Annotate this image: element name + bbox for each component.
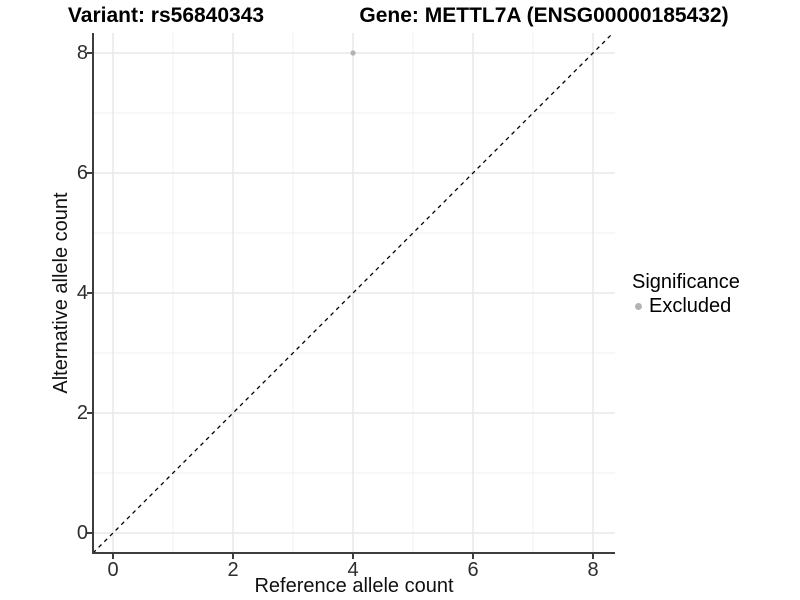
x-tick-label: 4: [347, 559, 359, 581]
x-tick-label: 2: [227, 559, 239, 581]
x-tick-label: 8: [587, 559, 599, 581]
y-tick-label: 6: [76, 162, 88, 184]
y-tick-label: 2: [76, 402, 88, 424]
legend: Significance Excluded: [632, 270, 740, 318]
identity-dashed-line: [92, 32, 614, 554]
data-point: [350, 50, 356, 56]
y-axis-title: Alternative allele count: [50, 192, 72, 394]
x-axis-title: Reference allele count: [254, 575, 454, 597]
legend-item-label: Excluded: [649, 295, 732, 317]
x-tick-label: 0: [107, 559, 119, 581]
legend-item-excluded: Excluded: [632, 294, 740, 318]
x-tick-label: 6: [467, 559, 479, 581]
y-tick-label: 8: [76, 42, 88, 64]
y-tick-label: 0: [76, 522, 88, 544]
legend-title: Significance: [632, 271, 740, 293]
gene-title: Gene: METTL7A (ENSG00000185432): [359, 4, 729, 27]
excluded-point-icon: [635, 302, 642, 310]
variant-title: Variant: rs56840343: [67, 4, 265, 27]
y-tick-label: 4: [76, 282, 88, 304]
plot-canvas: [87, 32, 615, 559]
